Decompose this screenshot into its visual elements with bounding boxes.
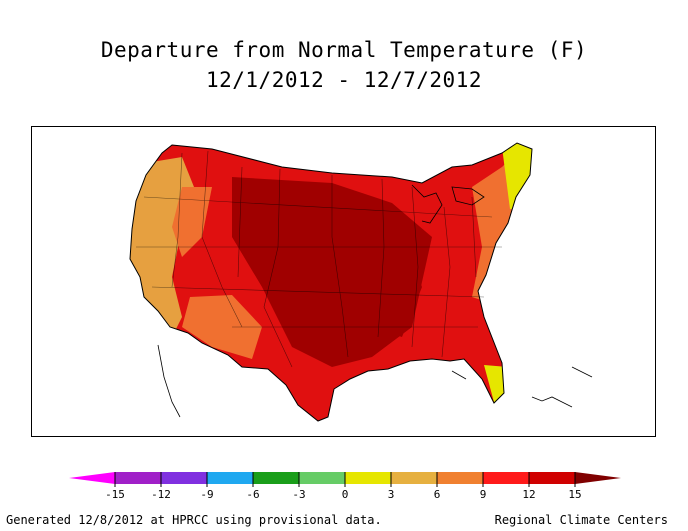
map-date-range: 12/1/2012 - 12/7/2012 [205,68,482,92]
color-legend: -15 -12 -9 -6 -3 0 3 6 9 12 15 [69,472,621,501]
legend-swatch [115,472,161,484]
great-lakes-outline [411,184,443,224]
anomaly-darkred-mississippi [362,237,422,337]
legend-tick-label: 6 [434,488,441,501]
legend-tick-label: 3 [388,488,395,501]
legend-swatch [391,472,437,484]
legend-swatch [161,472,207,484]
legend-swatch [529,472,575,484]
legend-arrow-low [69,472,115,484]
us-outline [129,142,533,422]
source-credit: Regional Climate Centers [494,513,668,527]
legend-tick-label: 12 [522,488,535,501]
legend-swatch [299,472,345,484]
us-temperature-map [129,142,593,422]
anomaly-orange-southwest [182,295,262,359]
legend-tick-label: -15 [105,488,125,501]
map-title: Departure from Normal Temperature (F) [100,38,588,62]
legend-swatch [483,472,529,484]
anomaly-orange-northwest [172,187,212,257]
generated-note: Generated 12/8/2012 at HPRCC using provi… [6,513,382,527]
legend-swatch [345,472,391,484]
anomaly-yellow-northeast [502,143,532,209]
legend-swatch [207,472,253,484]
legend-arrow-high [575,472,621,484]
state-borders [136,150,502,368]
legend-tick-label: 0 [342,488,349,501]
coastline-details [157,184,593,418]
legend-swatch [253,472,299,484]
legend-tick-label: -9 [200,488,213,501]
legend-swatch [437,472,483,484]
legend-tick-label: 9 [480,488,487,501]
legend-tick-label: -6 [246,488,259,501]
legend-tick-label: -12 [151,488,171,501]
legend-tick-label: -3 [292,488,305,501]
map-frame [31,126,656,437]
legend-tick-label: 15 [568,488,581,501]
